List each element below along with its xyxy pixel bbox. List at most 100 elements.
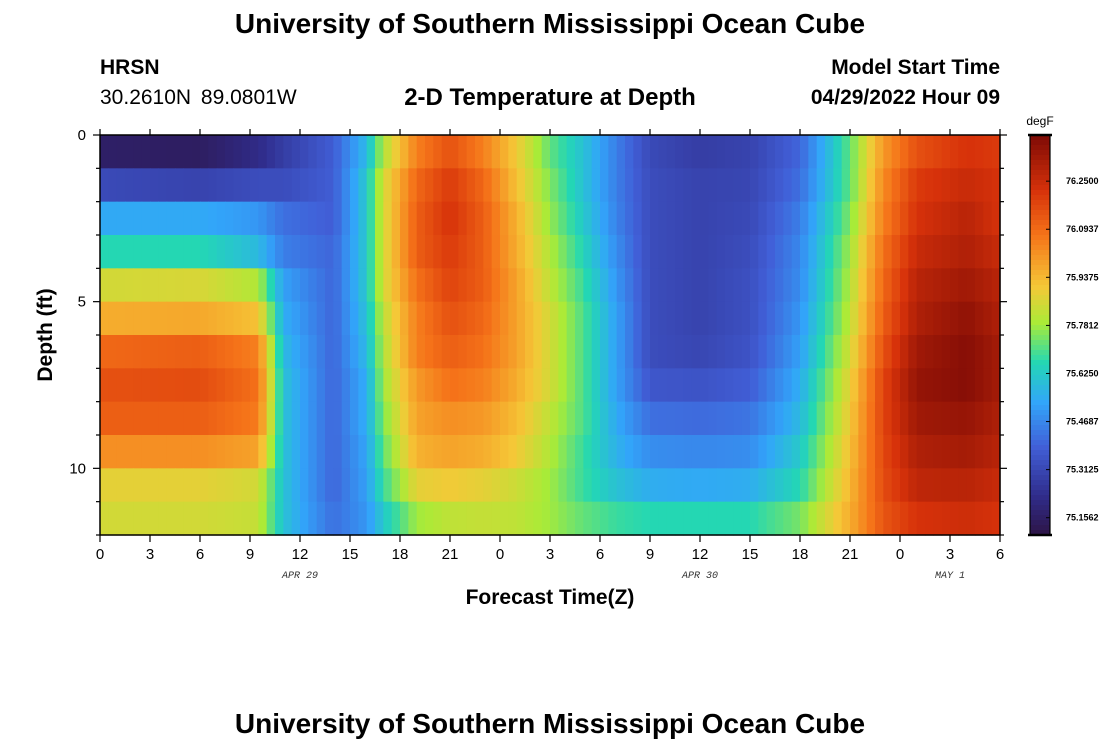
heatmap-cell [325,201,334,236]
heatmap-cell [508,168,518,203]
heatmap-cell [966,368,976,403]
heatmap-cell [633,501,643,536]
heatmap-cell [875,368,884,403]
heatmap-cell [716,435,726,469]
heatmap-cell [958,235,968,269]
heatmap-cell [883,501,893,536]
heatmap-cell [675,401,684,436]
heatmap-cell [350,268,359,303]
heatmap-cell [925,401,934,436]
heatmap-cell [208,135,218,169]
heatmap-cell [500,135,509,169]
colorbar-segment [1030,530,1050,536]
colorbar-segment [1030,235,1050,241]
heatmap-cell [341,168,351,203]
colorbar-segment [1030,435,1050,441]
heatmap-cell [900,401,909,436]
heatmap-cell [758,301,768,336]
heatmap-cell [883,235,893,269]
heatmap-cell [400,268,409,303]
heatmap-cell [200,435,209,469]
heatmap-cell [758,168,768,203]
heatmap-cell [408,301,418,336]
heatmap-cell [333,368,343,403]
heatmap-cell [783,235,793,269]
heatmap-cell [891,401,901,436]
heatmap-cell [716,468,726,503]
heatmap-cell [866,335,876,369]
heatmap-cell [541,435,551,469]
colorbar-segment [1030,370,1050,376]
heatmap-cell [816,135,826,169]
heatmap-cell [383,201,393,236]
heatmap-cell [558,168,568,203]
y-tick-label: 10 [69,460,86,477]
heatmap-cell [433,468,443,503]
heatmap-cell [358,135,368,169]
heatmap-cell [425,201,434,236]
heatmap-cell [250,268,259,303]
heatmap-cell [150,268,159,303]
heatmap-cell [708,501,718,536]
heatmap-cell [458,235,468,269]
heatmap-cell [808,235,818,269]
heatmap-cell [725,501,734,536]
heatmap-cell [291,301,301,336]
heatmap-cell [425,135,434,169]
heatmap-cell [466,268,476,303]
heatmap-cell [491,235,501,269]
heatmap-cell [883,268,893,303]
heatmap-cell [225,335,234,369]
heatmap-cell [475,135,484,169]
heatmap-cell [691,368,701,403]
colorbar-segment [1030,155,1050,161]
heatmap-cell [533,168,543,203]
heatmap-cell [900,435,909,469]
heatmap-cell [775,435,784,469]
footer-title: University of Southern Mississippi Ocean… [234,708,866,739]
colorbar-tick-label: 76.2500 [1066,176,1099,186]
heatmap-cell [500,401,509,436]
heatmap-cell [200,235,209,269]
colorbar-segment [1030,520,1050,526]
heatmap-cell [750,235,759,269]
heatmap-cell [833,135,843,169]
heatmap-cell [783,268,793,303]
heatmap-cell [108,435,118,469]
heatmap-cell [450,468,459,503]
heatmap-cell [991,135,1001,169]
heatmap-cell [608,168,618,203]
heatmap-cell [666,435,676,469]
heatmap-cell [308,201,318,236]
heatmap-cell [858,335,868,369]
colorbar-segment [1030,475,1050,481]
heatmap-cell [516,501,526,536]
heatmap-cell [641,501,651,536]
heatmap-cell [241,268,251,303]
heatmap-cell [925,435,934,469]
heatmap-cell [383,435,393,469]
heatmap-cell [841,268,851,303]
heatmap-cell [575,401,584,436]
heatmap-cell [716,168,726,203]
heatmap-cell [416,235,426,269]
heatmap-cell [233,268,243,303]
heatmap-cell [300,501,309,536]
heatmap-cell [808,435,818,469]
heatmap-cell [858,301,868,336]
heatmap-cell [591,435,601,469]
colorbar-segment [1030,465,1050,471]
colorbar-segment [1030,395,1050,401]
colorbar-segment [1030,500,1050,506]
heatmap-cell [766,301,776,336]
heatmap-cell [200,135,209,169]
heatmap-cell [950,235,959,269]
heatmap-cell [291,501,301,536]
heatmap-cell [741,401,751,436]
heatmap-cell [666,301,676,336]
colorbar-tick-label: 75.7812 [1066,320,1099,330]
heatmap-cell [341,468,351,503]
colorbar-tick-label: 75.1562 [1066,513,1099,523]
heatmap-cell [358,501,368,536]
heatmap-cell [108,468,118,503]
